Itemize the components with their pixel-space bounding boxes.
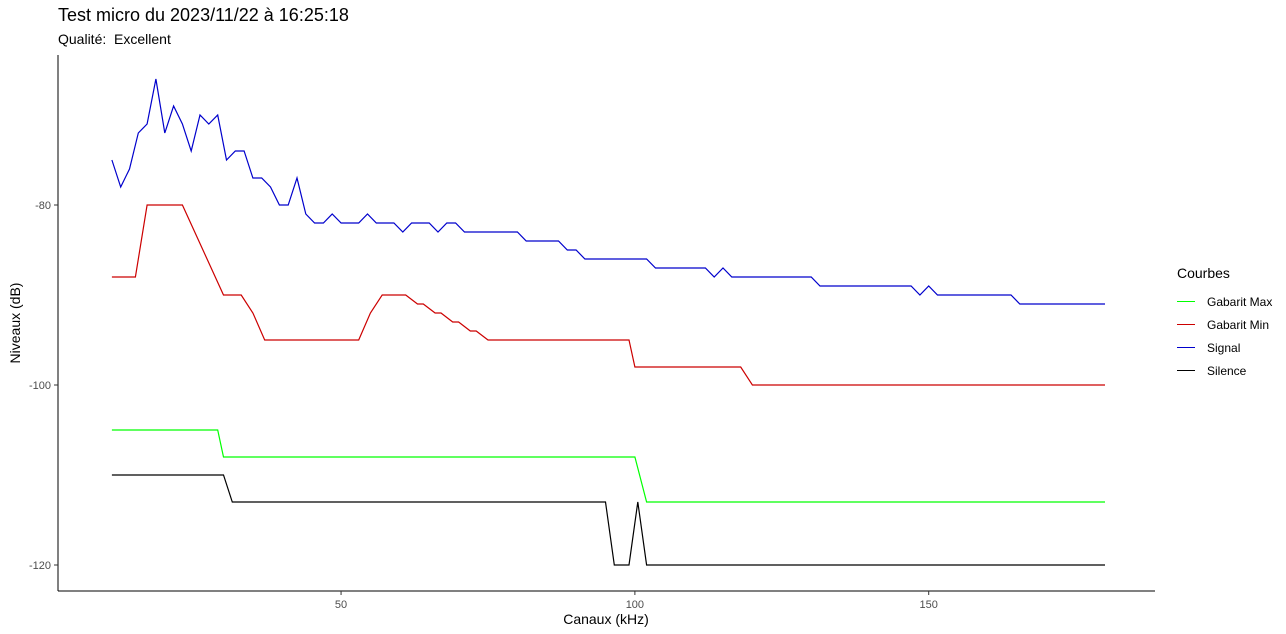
legend-label-silence: Silence	[1207, 363, 1247, 378]
x-tick-label: 50	[335, 599, 347, 611]
legend-label-gabarit-min: Gabarit Min	[1207, 317, 1270, 332]
series-line-silence	[111, 474, 1105, 566]
y-tick-label: -80	[35, 200, 51, 212]
chart-subtitle: Qualité: Excellent	[58, 31, 171, 47]
legend: Courbes Gabarit Max Gabarit Min Signal S…	[1177, 265, 1272, 382]
legend-item-silence: Silence	[1177, 359, 1272, 382]
series-line-gabarit-max	[111, 429, 1105, 503]
y-tick-label: -100	[29, 380, 51, 392]
legend-item-gabarit-max: Gabarit Max	[1177, 290, 1272, 313]
legend-item-gabarit-min: Gabarit Min	[1177, 313, 1272, 336]
legend-swatch-silence	[1177, 369, 1195, 372]
legend-label-gabarit-max: Gabarit Max	[1207, 294, 1273, 309]
x-tick-label: 150	[920, 599, 938, 611]
y-tick-label: -120	[29, 560, 51, 572]
legend-swatch-gabarit-min	[1177, 323, 1195, 326]
legend-title: Courbes	[1177, 265, 1230, 281]
series-line-signal	[111, 78, 1105, 305]
legend-swatch-signal	[1177, 346, 1195, 349]
legend-item-signal: Signal	[1177, 336, 1272, 359]
legend-swatch-gabarit-max	[1177, 300, 1195, 303]
series-line-gabarit-min	[111, 204, 1105, 386]
x-axis-label: Canaux (kHz)	[563, 611, 649, 627]
chart-title: Test micro du 2023/11/22 à 16:25:18	[58, 5, 349, 25]
x-tick-label: 100	[626, 599, 644, 611]
legend-label-signal: Signal	[1207, 340, 1241, 355]
y-axis-label: Niveaux (dB)	[7, 283, 23, 364]
